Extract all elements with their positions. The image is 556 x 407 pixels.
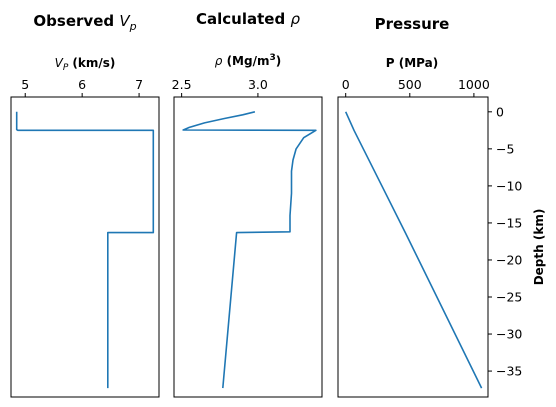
ytick-label: −10 xyxy=(496,178,522,193)
xtick-label: 3.0 xyxy=(248,77,268,92)
xtick-label: 0 xyxy=(342,77,350,92)
ytick-label: −35 xyxy=(496,364,522,379)
panel-rho-frame xyxy=(173,96,323,398)
ytick-label: −5 xyxy=(496,141,514,156)
xtick-label: 5 xyxy=(21,77,29,92)
panel-pressure-title: Pressure xyxy=(375,15,450,33)
panel-rho-xticks: 2.5 3.0 xyxy=(172,77,268,97)
panel-vp-xlabel: VP (km/s) xyxy=(55,56,116,73)
xtick-label: 500 xyxy=(398,77,422,92)
panel-pressure: Pressure P (MPa) 0 500 1000 0 −5 −10 −15 −20 −2… xyxy=(337,15,546,398)
xtick-label: 1000 xyxy=(458,77,490,92)
ytick-label: 0 xyxy=(496,104,504,119)
xtick-label: 2.5 xyxy=(172,77,192,92)
panel-rho-title: Calculated ρ xyxy=(196,10,300,28)
xtick-label: 6 xyxy=(78,77,86,92)
ytick-label: −15 xyxy=(496,215,522,230)
panel-vp-line xyxy=(15,111,155,389)
panel-vp-xticks: 5 6 7 xyxy=(21,77,143,97)
panel-pressure-frame xyxy=(337,96,489,398)
panel-vp-frame xyxy=(10,96,160,398)
panel-pressure-line xyxy=(344,111,483,389)
panel-vp-title: Observed Vp xyxy=(33,12,136,33)
panel-pressure-ylabel: Depth (km) xyxy=(532,209,546,286)
panel-pressure-yticks: 0 −5 −10 −15 −20 −25 −30 −35 xyxy=(488,104,522,379)
panel-vp: Observed Vp VP (km/s) 5 6 7 xyxy=(10,12,160,398)
panel-rho-xlabel: ρ (Mg/m3) xyxy=(215,53,281,68)
ytick-label: −20 xyxy=(496,252,522,267)
panel-pressure-xticks: 0 500 1000 xyxy=(342,77,490,97)
xtick-label: 7 xyxy=(135,77,143,92)
ytick-label: −25 xyxy=(496,290,522,305)
panel-rho: Calculated ρ ρ (Mg/m3) 2.5 3.0 xyxy=(172,10,323,398)
ytick-label: −30 xyxy=(496,327,522,342)
panel-pressure-xlabel: P (MPa) xyxy=(386,56,438,70)
panel-rho-line xyxy=(182,111,317,389)
